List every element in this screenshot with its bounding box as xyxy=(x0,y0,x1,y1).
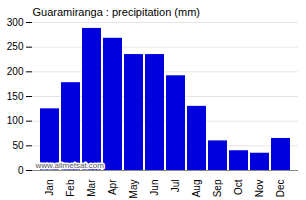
svg-text:150: 150 xyxy=(7,91,24,102)
svg-text:Mar: Mar xyxy=(86,179,97,197)
svg-text:www.allmetsat.com: www.allmetsat.com xyxy=(35,161,105,170)
svg-text:Nov: Nov xyxy=(254,180,265,198)
svg-text:100: 100 xyxy=(7,115,24,126)
svg-text:May: May xyxy=(128,180,139,199)
svg-text:Dec: Dec xyxy=(275,180,286,198)
svg-text:200: 200 xyxy=(7,66,24,77)
svg-text:Aug: Aug xyxy=(191,180,202,198)
svg-text:Jan: Jan xyxy=(44,180,55,196)
svg-text:Oct: Oct xyxy=(233,179,244,195)
svg-text:Jul: Jul xyxy=(170,180,181,193)
svg-text:50: 50 xyxy=(12,140,24,151)
svg-text:Feb: Feb xyxy=(65,179,76,197)
svg-text:Guaramiranga : precipitation (: Guaramiranga : precipitation (mm) xyxy=(33,6,201,18)
svg-text:300: 300 xyxy=(7,17,24,28)
svg-text:250: 250 xyxy=(7,41,24,52)
svg-text:Sep: Sep xyxy=(212,179,223,197)
svg-text:Jun: Jun xyxy=(149,180,160,196)
svg-text:Apr: Apr xyxy=(107,179,118,195)
svg-text:0: 0 xyxy=(18,165,24,176)
